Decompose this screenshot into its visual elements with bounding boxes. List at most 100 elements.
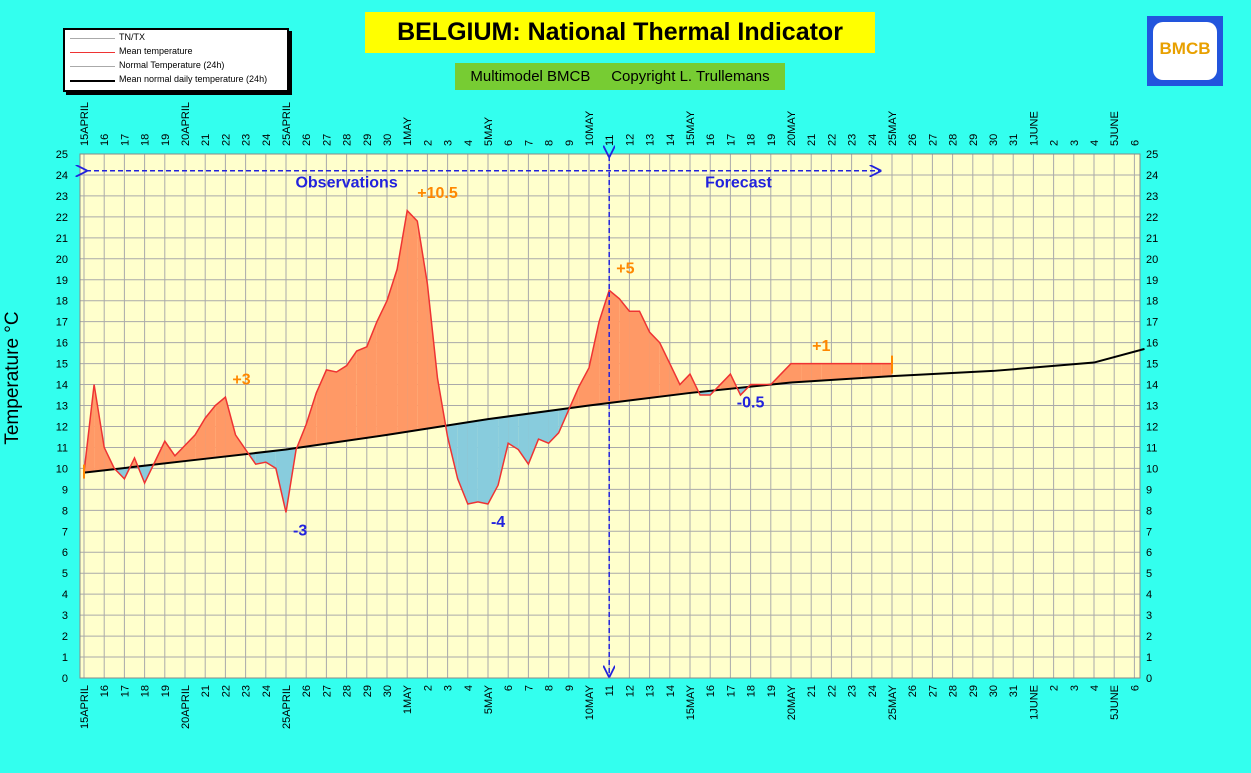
chart-annotation: +1	[812, 338, 830, 355]
x-tick-label-top: 5JUNE	[1109, 111, 1121, 146]
anomaly-fill-warm	[185, 434, 196, 462]
x-tick-label-bottom: 15APRIL	[79, 685, 91, 729]
y-tick-label-left: 1	[62, 652, 68, 664]
y-tick-label-left: 24	[56, 170, 68, 182]
y-tick-label-right: 23	[1146, 191, 1158, 203]
y-tick-label-left: 14	[56, 380, 68, 392]
x-tick-label-top: 19	[160, 134, 172, 146]
anomaly-fill-warm	[659, 342, 670, 397]
anomaly-fill-cold	[467, 420, 478, 505]
y-tick-label-left: 0	[62, 673, 68, 685]
x-tick-label-bottom: 30	[988, 685, 1000, 697]
x-tick-label-bottom: 1JUNE	[1028, 685, 1040, 720]
anomaly-fill-warm	[366, 321, 377, 438]
chart-annotation: +10.5	[417, 185, 458, 202]
x-tick-label-top: 21	[806, 134, 818, 146]
logo-text: BMCB	[1159, 39, 1211, 58]
bmcb-logo-icon: BMCB	[1147, 16, 1223, 86]
y-tick-label-right: 16	[1146, 338, 1158, 350]
y-tick-label-right: 21	[1146, 233, 1158, 245]
x-tick-label-top: 4	[1089, 140, 1101, 146]
anomaly-fill-warm	[427, 283, 438, 429]
y-tick-label-right: 24	[1146, 170, 1158, 182]
x-tick-label-bottom: 3	[1069, 685, 1081, 691]
anomaly-fill-warm	[669, 363, 680, 396]
x-tick-label-bottom: 19	[766, 685, 778, 697]
anomaly-fill-warm	[609, 290, 620, 404]
x-tick-label-top: 19	[766, 134, 778, 146]
x-tick-label-top: 25MAY	[887, 110, 899, 146]
legend-item-tn-tx: TN/TX	[65, 31, 287, 45]
x-tick-label-bottom: 4	[463, 685, 475, 691]
anomaly-fill-warm	[629, 311, 640, 401]
legend-item-mean-temperature: Mean temperature	[65, 45, 287, 59]
y-tick-label-right: 25	[1146, 149, 1158, 161]
y-tick-label-left: 6	[62, 547, 68, 559]
legend-label: Normal Temperature (24h)	[119, 60, 225, 70]
anomaly-fill-cold	[498, 416, 509, 486]
anomaly-fill-warm	[679, 374, 690, 395]
x-tick-label-top: 3	[1069, 140, 1081, 146]
anomaly-fill-warm	[164, 441, 175, 464]
y-tick-label-left: 3	[62, 610, 68, 622]
x-tick-label-bottom: 4	[1089, 685, 1101, 691]
anomaly-fill-warm	[387, 269, 398, 435]
x-tick-label-top: 30	[988, 134, 1000, 146]
x-tick-label-top: 16	[705, 134, 717, 146]
legend-swatch	[70, 38, 115, 39]
x-tick-label-top: 2	[1049, 140, 1061, 146]
x-tick-label-bottom: 17	[119, 685, 131, 697]
anomaly-fill-warm	[336, 365, 347, 443]
y-tick-label-right: 14	[1146, 380, 1158, 392]
anomaly-fill-warm	[356, 346, 367, 440]
x-tick-label-bottom: 28	[948, 685, 960, 697]
x-tick-label-bottom: 9	[564, 685, 576, 691]
x-tick-label-bottom: 29	[362, 685, 374, 697]
x-tick-label-top: 28	[948, 134, 960, 146]
y-tick-label-left: 20	[56, 254, 68, 266]
x-tick-label-top: 4	[463, 140, 475, 146]
legend-item-normal-temperature: Normal Temperature (24h)	[65, 59, 287, 73]
y-tick-label-left: 5	[62, 568, 68, 580]
x-tick-label-top: 12	[624, 134, 636, 146]
anomaly-fill-warm	[215, 397, 226, 458]
y-tick-label-right: 7	[1146, 526, 1152, 538]
legend: TN/TX Mean temperature Normal Temperatur…	[63, 28, 289, 92]
x-tick-label-top: 20MAY	[786, 110, 798, 146]
y-tick-label-right: 22	[1146, 212, 1158, 224]
x-tick-label-top: 31	[1008, 134, 1020, 146]
x-tick-label-top: 3	[443, 140, 455, 146]
anomaly-fill-warm	[326, 369, 337, 444]
y-tick-label-left: 8	[62, 505, 68, 517]
x-tick-label-bottom: 25MAY	[887, 684, 899, 720]
x-tick-label-bottom: 21	[806, 685, 818, 697]
x-tick-label-bottom: 1MAY	[402, 684, 414, 714]
anomaly-fill-warm	[407, 210, 418, 432]
x-tick-label-bottom: 27	[321, 685, 333, 697]
x-tick-label-bottom: 20APRIL	[180, 685, 192, 729]
series-line-normal	[83, 347, 1145, 474]
anomaly-fill-warm	[780, 363, 791, 384]
legend-label: Mean temperature	[119, 46, 193, 56]
x-tick-label-bottom: 27	[927, 685, 939, 697]
y-tick-label-right: 1	[1146, 652, 1152, 664]
anomaly-fill-cold	[518, 413, 529, 465]
y-tick-label-right: 5	[1146, 568, 1152, 580]
x-tick-label-bottom: 6	[1129, 685, 1141, 691]
x-tick-label-bottom: 12	[624, 685, 636, 697]
x-tick-label-bottom: 14	[665, 685, 677, 697]
anomaly-fill-warm	[94, 384, 105, 472]
x-tick-label-top: 13	[645, 134, 657, 146]
y-tick-label-right: 19	[1146, 275, 1158, 287]
y-tick-label-left: 11	[57, 442, 68, 454]
x-tick-label-top: 15APRIL	[79, 102, 91, 146]
x-tick-label-top: 10MAY	[584, 110, 596, 146]
x-tick-label-top: 22	[220, 134, 232, 146]
y-tick-label-left: 4	[62, 589, 68, 601]
y-tick-label-left: 13	[56, 401, 68, 413]
anomaly-fill-warm	[205, 405, 216, 459]
y-tick-label-right: 10	[1146, 463, 1158, 475]
y-axis-label: Temperature °C	[2, 311, 23, 445]
x-tick-label-bottom: 18	[746, 685, 758, 697]
x-tick-label-bottom: 2	[422, 685, 434, 691]
